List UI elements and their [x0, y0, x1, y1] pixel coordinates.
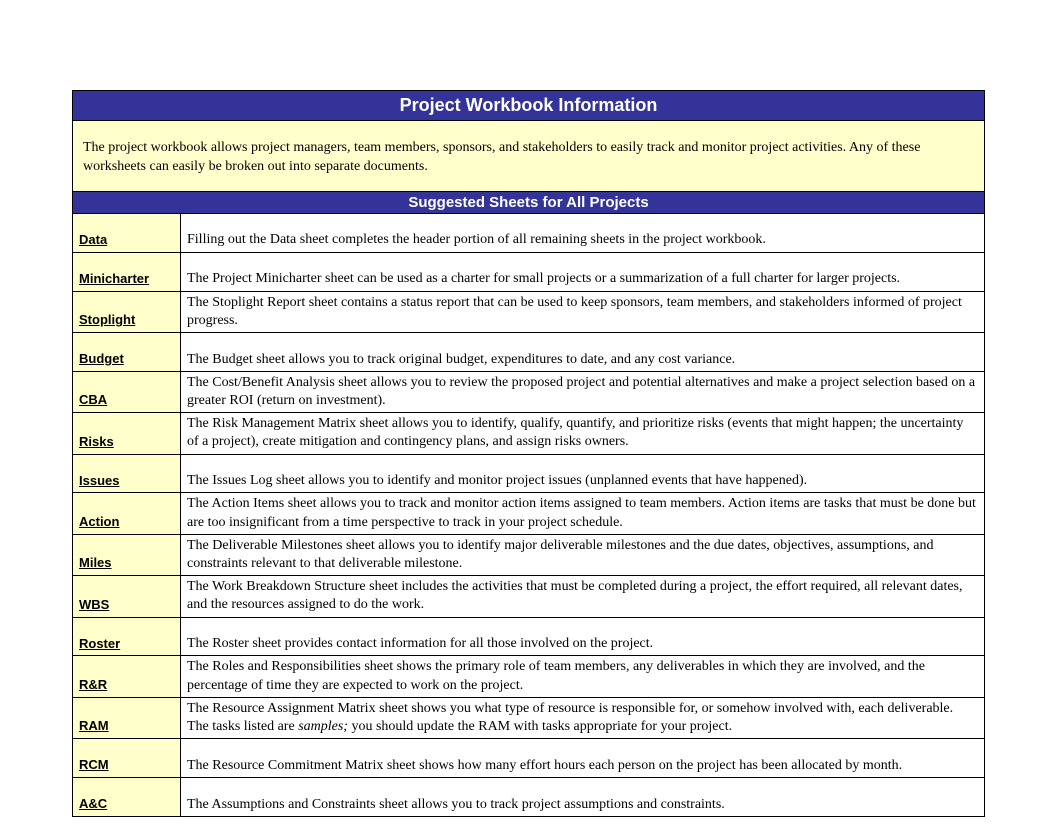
section-header-bar: Suggested Sheets for All Projects [72, 192, 985, 214]
sheet-description: The Resource Assignment Matrix sheet sho… [181, 697, 985, 738]
sheet-label[interactable]: R&R [73, 656, 181, 697]
sheet-description: The Action Items sheet allows you to tra… [181, 493, 985, 534]
sheet-label[interactable]: RAM [73, 697, 181, 738]
section-header: Suggested Sheets for All Projects [408, 194, 648, 211]
sheet-label[interactable]: Data [73, 214, 181, 252]
table-row: RCMThe Resource Commitment Matrix sheet … [73, 739, 985, 778]
table-row: MinicharterThe Project Minicharter sheet… [73, 252, 985, 291]
sheet-label[interactable]: Minicharter [73, 252, 181, 291]
table-row: RAMThe Resource Assignment Matrix sheet … [73, 697, 985, 738]
sheet-label[interactable]: RCM [73, 739, 181, 778]
table-row: ActionThe Action Items sheet allows you … [73, 493, 985, 534]
sheet-description: The Project Minicharter sheet can be use… [181, 252, 985, 291]
sheet-description: The Deliverable Milestones sheet allows … [181, 534, 985, 575]
sheet-description: The Stoplight Report sheet contains a st… [181, 291, 985, 332]
sheets-table: DataFilling out the Data sheet completes… [72, 214, 985, 817]
sheet-label[interactable]: Budget [73, 332, 181, 371]
intro-text: The project workbook allows project mana… [83, 140, 920, 174]
table-row: DataFilling out the Data sheet completes… [73, 214, 985, 252]
page-title-bar: Project Workbook Information [72, 90, 985, 121]
sheet-description: The Assumptions and Constraints sheet al… [181, 778, 985, 817]
sheet-label[interactable]: Risks [73, 413, 181, 454]
sheet-label[interactable]: Miles [73, 534, 181, 575]
sheet-description: The Resource Commitment Matrix sheet sho… [181, 739, 985, 778]
sheet-description: Filling out the Data sheet completes the… [181, 214, 985, 252]
intro-block: The project workbook allows project mana… [72, 121, 985, 192]
table-row: RosterThe Roster sheet provides contact … [73, 617, 985, 656]
table-row: StoplightThe Stoplight Report sheet cont… [73, 291, 985, 332]
sheet-label[interactable]: A&C [73, 778, 181, 817]
sheet-description: The Cost/Benefit Analysis sheet allows y… [181, 371, 985, 412]
table-row: MilesThe Deliverable Milestones sheet al… [73, 534, 985, 575]
sheet-label[interactable]: CBA [73, 371, 181, 412]
sheet-label[interactable]: Stoplight [73, 291, 181, 332]
document-page: Project Workbook Information The project… [0, 0, 1057, 837]
page-title: Project Workbook Information [400, 95, 658, 115]
sheet-label[interactable]: Issues [73, 454, 181, 493]
table-row: BudgetThe Budget sheet allows you to tra… [73, 332, 985, 371]
sheet-description: The Work Breakdown Structure sheet inclu… [181, 576, 985, 617]
sheet-description: The Issues Log sheet allows you to ident… [181, 454, 985, 493]
table-row: R&RThe Roles and Responsibilities sheet … [73, 656, 985, 697]
sheet-description: The Risk Management Matrix sheet allows … [181, 413, 985, 454]
sheet-label[interactable]: Action [73, 493, 181, 534]
sheet-description: The Budget sheet allows you to track ori… [181, 332, 985, 371]
sheet-description: The Roster sheet provides contact inform… [181, 617, 985, 656]
sheet-label[interactable]: WBS [73, 576, 181, 617]
sheet-label[interactable]: Roster [73, 617, 181, 656]
table-row: IssuesThe Issues Log sheet allows you to… [73, 454, 985, 493]
sheet-description: The Roles and Responsibilities sheet sho… [181, 656, 985, 697]
table-row: RisksThe Risk Management Matrix sheet al… [73, 413, 985, 454]
table-row: WBSThe Work Breakdown Structure sheet in… [73, 576, 985, 617]
table-row: A&CThe Assumptions and Constraints sheet… [73, 778, 985, 817]
table-row: CBAThe Cost/Benefit Analysis sheet allow… [73, 371, 985, 412]
